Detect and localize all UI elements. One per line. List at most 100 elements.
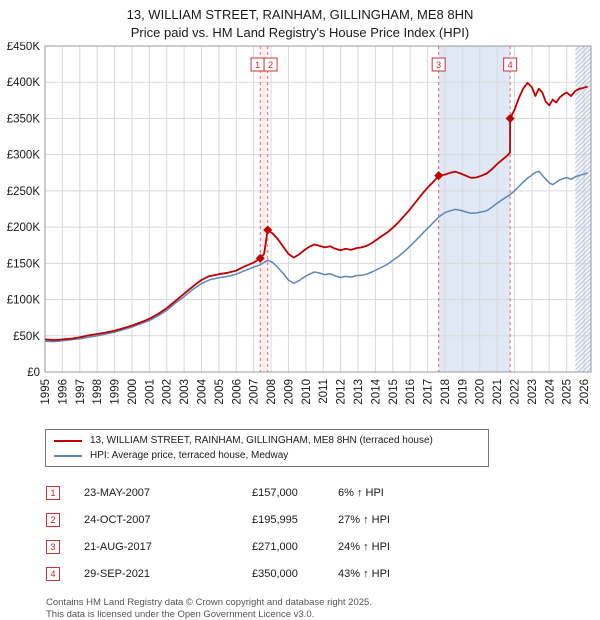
- hatch-line: [574, 281, 592, 299]
- hatch-line: [574, 61, 592, 78]
- hatch-line: [574, 268, 592, 285]
- footer-line-1: Contains HM Land Registry data © Crown c…: [46, 597, 372, 608]
- transaction-date: 21-AUG-2017: [84, 540, 152, 553]
- x-tick-label: 2009: [283, 379, 295, 405]
- hatch-line: [574, 45, 590, 60]
- hatch-line: [574, 317, 592, 335]
- hatch-line: [577, 358, 592, 373]
- x-tick-label: 2014: [370, 378, 382, 404]
- chart-legend: 13, WILLIAM STREET, RAINHAM, GILLINGHAM,…: [45, 429, 489, 467]
- x-tick-label: 2024: [544, 378, 556, 404]
- x-tick-label: 2021: [492, 379, 504, 405]
- transaction-price: £157,000: [252, 486, 298, 499]
- hpi-line-swatch: [54, 454, 82, 457]
- transaction-price: £195,995: [252, 513, 298, 526]
- hatch-line: [574, 250, 592, 267]
- x-tick-label: 2000: [127, 379, 139, 405]
- x-tick-label: 2005: [214, 379, 226, 405]
- hatch-line: [574, 187, 592, 204]
- x-tick-label: 2018: [440, 379, 452, 405]
- hatch-line: [574, 245, 592, 263]
- hatch-line: [574, 70, 592, 87]
- transaction-number-badge: 1: [46, 485, 60, 500]
- x-tick-label: 2022: [509, 379, 521, 405]
- x-tick-label: 2003: [179, 379, 191, 405]
- x-tick-label: 2007: [249, 379, 261, 405]
- hatch-line: [581, 362, 592, 373]
- hatch-line: [574, 340, 592, 357]
- hatch-line: [574, 209, 592, 227]
- hatch-line: [574, 223, 592, 240]
- hatch-line: [574, 182, 592, 200]
- y-tick-label: £50K: [13, 331, 40, 343]
- hatch-line: [574, 115, 592, 132]
- hatch-line: [574, 196, 592, 213]
- y-tick-label: £450K: [7, 42, 41, 53]
- hatch-line: [574, 200, 592, 218]
- hatch-line: [574, 160, 592, 177]
- hatch-line: [574, 155, 592, 173]
- hatch-line: [574, 308, 592, 326]
- hatch-line: [574, 146, 592, 164]
- x-tick-label: 2006: [231, 379, 243, 405]
- hatch-line: [574, 56, 592, 74]
- x-tick-label: 2004: [196, 378, 208, 404]
- sale-marker-4: [505, 113, 515, 123]
- x-tick-label: 1995: [40, 379, 52, 405]
- transaction-date: 24-OCT-2007: [84, 513, 151, 526]
- hatch-line: [574, 263, 592, 281]
- event-label-text-4: 4: [508, 60, 513, 70]
- hatch-line: [574, 313, 592, 330]
- sale-marker-2: [263, 225, 273, 235]
- hatch-line: [574, 164, 592, 182]
- hatch-line: [574, 232, 592, 249]
- y-tick-label: £0: [27, 367, 40, 379]
- transaction-row-3: 3 21-AUG-2017 £271,000 24% ↑ HPI: [46, 533, 600, 560]
- event-label-text-1: 1: [255, 60, 260, 70]
- legend-label-hpi: HPI: Average price, terraced house, Medw…: [90, 450, 289, 461]
- x-tick-label: 2025: [562, 379, 574, 405]
- hatch-line: [574, 299, 592, 317]
- x-tick-label: 1996: [57, 379, 69, 405]
- hatch-line: [574, 133, 592, 150]
- hatch-line: [574, 110, 592, 128]
- hpi-shaded-region: [438, 46, 511, 372]
- event-label-box-4: [503, 57, 518, 72]
- x-tick-label: 2019: [457, 379, 469, 405]
- hatch-line: [574, 128, 592, 146]
- x-tick-label: 2001: [144, 379, 156, 405]
- hatch-line: [574, 344, 592, 362]
- x-tick-label: 1999: [110, 379, 122, 405]
- x-tick-label: 1997: [75, 379, 87, 405]
- hatch-line: [574, 205, 592, 222]
- hatch-line: [574, 286, 592, 303]
- hatch-line: [574, 92, 592, 110]
- event-label-text-2: 2: [268, 60, 273, 70]
- legend-label-property: 13, WILLIAM STREET, RAINHAM, GILLINGHAM,…: [90, 435, 433, 446]
- transaction-row-2: 2 24-OCT-2007 £195,995 27% ↑ HPI: [46, 506, 600, 533]
- hatch-line: [574, 124, 592, 141]
- plot-border: [44, 45, 592, 373]
- x-tick-label: 2010: [301, 379, 313, 405]
- transaction-date: 23-MAY-2007: [84, 486, 151, 499]
- footer-line-2: This data is licensed under the Open Gov…: [46, 609, 315, 620]
- hatch-line: [574, 106, 592, 123]
- hatch-line: [574, 169, 592, 186]
- hatch-line: [574, 322, 592, 339]
- chart-subtitle: Price paid vs. HM Land Registry's House …: [130, 25, 470, 40]
- transaction-hpi-delta: 6% ↑ HPI: [338, 486, 384, 499]
- hatch-line: [574, 259, 592, 276]
- hatch-line: [574, 47, 592, 65]
- x-tick-label: 2023: [527, 379, 539, 405]
- hatch-line: [574, 45, 581, 51]
- legend-item-property: 13, WILLIAM STREET, RAINHAM, GILLINGHAM,…: [54, 433, 480, 448]
- hatch-line: [574, 236, 592, 254]
- hatch-line: [574, 349, 592, 366]
- hatch-line: [574, 218, 592, 236]
- transaction-hpi-delta: 27% ↑ HPI: [338, 513, 390, 526]
- transaction-hpi-delta: 43% ↑ HPI: [338, 567, 390, 580]
- hatch-line: [586, 367, 592, 373]
- x-tick-label: 2020: [475, 379, 487, 405]
- transaction-price: £350,000: [252, 567, 298, 580]
